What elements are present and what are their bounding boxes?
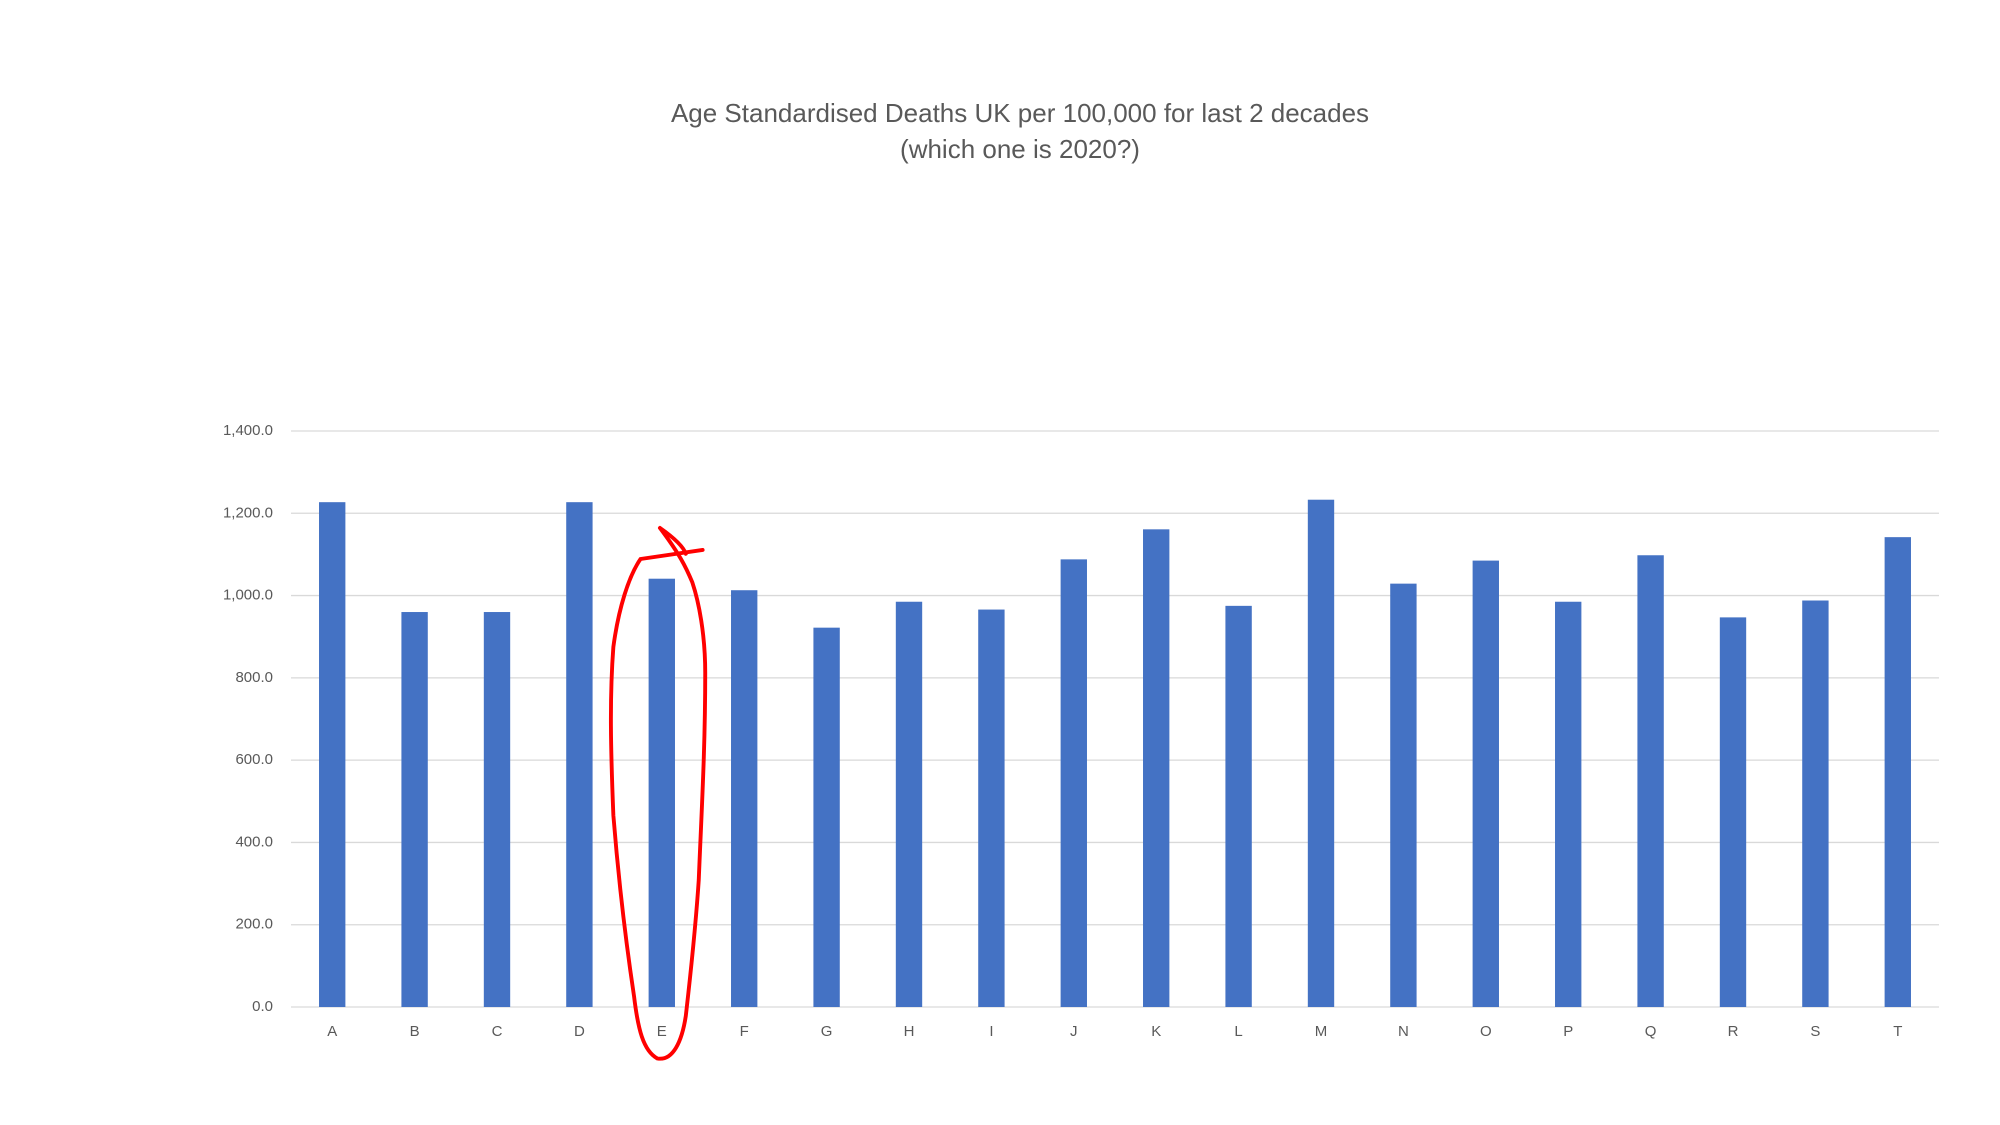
x-tick-label: O (1480, 1023, 1492, 1040)
x-tick-label: T (1893, 1023, 1902, 1040)
chart-title: Age Standardised Deaths UK per 100,000 f… (671, 98, 1369, 128)
bar (319, 502, 346, 1007)
bar (1719, 617, 1747, 1007)
x-tick-label: I (989, 1023, 993, 1040)
y-tick-label: 1,400.0 (223, 422, 273, 439)
x-tick-label: D (574, 1023, 585, 1040)
y-tick-label: 400.0 (235, 833, 273, 850)
x-tick-label: B (410, 1023, 420, 1040)
bar (1390, 583, 1417, 1007)
x-tick-label: F (740, 1023, 749, 1040)
x-tick-label: M (1315, 1023, 1328, 1040)
chart-subtitle: (which one is 2020?) (900, 134, 1140, 164)
x-tick-label: G (821, 1023, 833, 1040)
bar (1060, 559, 1087, 1007)
x-tick-label: N (1398, 1023, 1409, 1040)
bar (1637, 555, 1664, 1007)
annotation-stroke (608, 526, 708, 1061)
y-tick-label: 600.0 (235, 751, 273, 768)
x-tick-label: R (1728, 1023, 1739, 1040)
plot-area: 0.0 200.0 400.0 600.0 800.0 1,000.0 1,200.0 1,4… (223, 422, 1939, 1040)
bar (401, 612, 428, 1007)
y-tick-label: 0.0 (252, 998, 273, 1015)
bar (1472, 560, 1499, 1007)
x-tick-label: P (1563, 1023, 1573, 1040)
x-tick-label: L (1234, 1023, 1242, 1040)
y-tick-label: 1,000.0 (223, 587, 273, 604)
x-tick-label: K (1151, 1023, 1161, 1040)
x-tick-label: J (1070, 1023, 1078, 1040)
bar (1884, 537, 1911, 1007)
bar (1307, 499, 1335, 1007)
bar (1555, 601, 1582, 1007)
x-tick-label: A (327, 1023, 337, 1040)
bar (483, 612, 511, 1007)
x-tick-label: C (492, 1023, 503, 1040)
bar (1143, 529, 1170, 1007)
x-tick-label: S (1810, 1023, 1820, 1040)
bar (978, 609, 1005, 1007)
x-tick-label: H (904, 1023, 915, 1040)
annotation-circle (608, 526, 708, 1061)
x-tick-label: Q (1645, 1023, 1657, 1040)
y-tick-label: 200.0 (235, 916, 273, 933)
bar (895, 601, 923, 1007)
bar (813, 627, 840, 1007)
bar (566, 502, 593, 1007)
y-tick-label: 1,200.0 (223, 504, 273, 521)
bar (648, 578, 675, 1007)
bar (1225, 605, 1252, 1007)
y-tick-label: 800.0 (235, 669, 273, 686)
x-tick-label: E (657, 1023, 667, 1040)
bar (731, 590, 758, 1007)
bar (1802, 600, 1829, 1007)
